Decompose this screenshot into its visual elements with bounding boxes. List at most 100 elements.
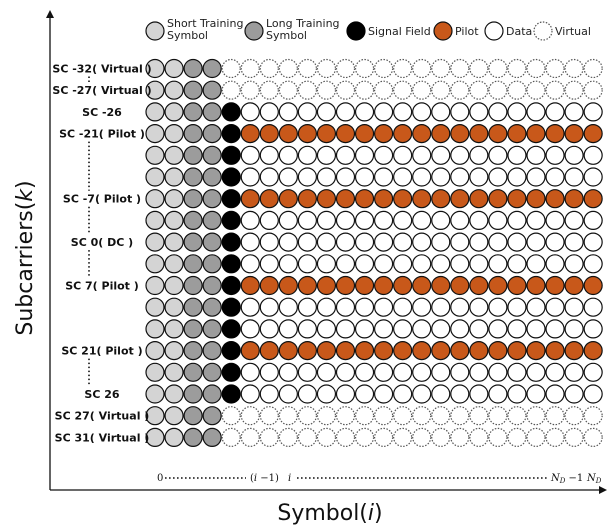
row-label: SC 27( Virtual ) bbox=[55, 410, 150, 423]
data-symbol bbox=[316, 362, 337, 382]
data-symbol bbox=[526, 297, 546, 317]
data-symbol bbox=[412, 145, 432, 165]
data-symbol bbox=[564, 210, 584, 230]
data-symbol bbox=[488, 384, 508, 404]
legend-label-0-0: Short Training bbox=[167, 17, 243, 30]
pilot-symbol bbox=[316, 275, 337, 296]
tick-previous-variable: i bbox=[254, 473, 257, 484]
long-training-symbol bbox=[183, 232, 203, 252]
virtual-symbol bbox=[450, 406, 470, 426]
pilot-symbol bbox=[564, 189, 584, 209]
data-symbol bbox=[259, 145, 279, 165]
pilot-symbol bbox=[335, 124, 356, 144]
data-symbol bbox=[431, 319, 451, 339]
long-training-symbol bbox=[183, 319, 203, 339]
virtual-symbol bbox=[393, 427, 413, 447]
virtual-symbol bbox=[278, 427, 298, 447]
virtual-symbol bbox=[564, 80, 584, 100]
data-symbol bbox=[412, 254, 432, 274]
data-symbol bbox=[374, 297, 394, 317]
pilot-symbol bbox=[450, 189, 470, 209]
data-symbol bbox=[583, 145, 603, 165]
data-symbol bbox=[583, 167, 603, 187]
data-symbol bbox=[335, 167, 356, 187]
data-symbol bbox=[297, 210, 317, 230]
long-training-symbol bbox=[202, 167, 222, 187]
data-symbol bbox=[431, 145, 451, 165]
pilot-symbol bbox=[583, 124, 603, 144]
data-symbol bbox=[393, 319, 413, 339]
data-symbol bbox=[507, 145, 527, 165]
data-symbol bbox=[278, 297, 298, 317]
data-symbol bbox=[469, 362, 489, 382]
short-training-symbol bbox=[164, 297, 184, 317]
virtual-symbol bbox=[564, 406, 584, 426]
data-symbol bbox=[545, 232, 565, 252]
data-symbol bbox=[545, 297, 565, 317]
virtual-symbol bbox=[488, 58, 508, 79]
long-training-symbol bbox=[183, 362, 203, 382]
short-training-symbol bbox=[164, 167, 184, 187]
data-symbol bbox=[431, 167, 451, 187]
data-symbol bbox=[240, 297, 260, 317]
legend-label-3-0: Pilot bbox=[455, 25, 479, 38]
data-symbol bbox=[354, 232, 375, 252]
signal-field-symbol bbox=[221, 145, 241, 165]
signal-field-symbol bbox=[221, 319, 241, 339]
pilot-symbol bbox=[545, 189, 565, 209]
pilot-symbol bbox=[469, 189, 489, 209]
pilot-symbol bbox=[259, 124, 279, 144]
pilot-symbol bbox=[564, 275, 584, 296]
long-training-symbol bbox=[183, 58, 203, 79]
data-symbol bbox=[450, 145, 470, 165]
data-symbol bbox=[469, 210, 489, 230]
data-symbol bbox=[374, 232, 394, 252]
short-training-symbol bbox=[164, 341, 184, 361]
pilot-symbol bbox=[278, 341, 298, 361]
data-symbol bbox=[583, 210, 603, 230]
data-symbol bbox=[583, 384, 603, 404]
long-training-symbol bbox=[183, 275, 203, 296]
legend-label-1-1: Symbol bbox=[266, 29, 307, 42]
pilot-symbol bbox=[297, 189, 317, 209]
virtual-symbol bbox=[240, 427, 260, 447]
data-symbol bbox=[469, 384, 489, 404]
virtual-symbol bbox=[450, 80, 470, 100]
virtual-symbol bbox=[374, 427, 394, 447]
data-symbol bbox=[297, 319, 317, 339]
signal-field-symbol bbox=[221, 384, 241, 404]
subcarrier-symbol-grid bbox=[145, 58, 603, 447]
data-symbol bbox=[450, 167, 470, 187]
virtual-symbol bbox=[335, 406, 356, 426]
data-symbol bbox=[259, 232, 279, 252]
data-symbol bbox=[278, 145, 298, 165]
virtual-symbol bbox=[278, 80, 298, 100]
long-training-symbol bbox=[202, 384, 222, 404]
virtual-symbol bbox=[488, 406, 508, 426]
data-symbol bbox=[259, 167, 279, 187]
row-label: SC -7( Pilot ) bbox=[63, 193, 141, 206]
data-symbol bbox=[469, 167, 489, 187]
virtual-symbol bbox=[259, 58, 279, 79]
data-symbol bbox=[488, 145, 508, 165]
pilot-symbol bbox=[316, 189, 337, 209]
virtual-symbol bbox=[221, 80, 241, 100]
short-training-symbol bbox=[145, 297, 165, 317]
data-symbol bbox=[526, 145, 546, 165]
tick-current-symbol: i bbox=[288, 473, 291, 484]
short-training-symbol bbox=[164, 124, 184, 144]
pilot-symbol bbox=[431, 124, 451, 144]
short-training-symbol bbox=[164, 362, 184, 382]
long-training-symbol bbox=[202, 102, 222, 122]
virtual-symbol bbox=[393, 80, 413, 100]
data-symbol bbox=[278, 102, 298, 122]
data-symbol bbox=[450, 297, 470, 317]
data-symbol bbox=[450, 102, 470, 122]
data-symbol bbox=[564, 167, 584, 187]
signal-field-symbol bbox=[221, 362, 241, 382]
data-symbol bbox=[374, 145, 394, 165]
data-symbol bbox=[354, 167, 375, 187]
data-symbol bbox=[488, 254, 508, 274]
pilot-symbol bbox=[240, 341, 260, 361]
